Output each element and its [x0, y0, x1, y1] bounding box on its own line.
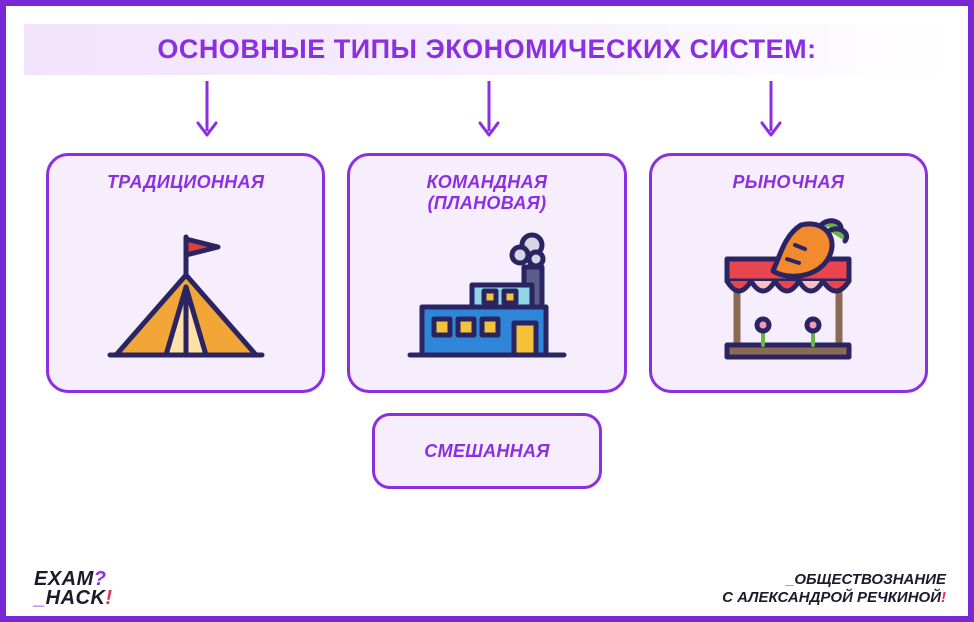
card-title-command: КОМАНДНАЯ (ПЛАНОВАЯ): [427, 172, 548, 213]
arrows-row: [46, 75, 928, 145]
card-traditional: ТРАДИЦИОННАЯ: [46, 153, 325, 393]
attrib-line1: ОБЩЕСТВОЗНАНИЕ: [794, 571, 946, 588]
logo-line2-text: HACK: [46, 587, 106, 609]
title-banner: ОСНОВНЫЕ ТИПЫ ЭКОНОМИЧЕСКИХ СИСТЕМ:: [24, 24, 950, 75]
logo-exclam: !: [105, 587, 112, 609]
factory-icon: [402, 227, 572, 372]
tent-icon: [106, 227, 266, 372]
slide-title: ОСНОВНЫЕ ТИПЫ ЭКОНОМИЧЕСКИХ СИСТЕМ:: [32, 34, 942, 65]
arrow-down-1: [192, 77, 222, 147]
card-title-market: РЫНОЧНАЯ: [732, 172, 844, 193]
attrib-line2: С АЛЕКСАНДРОЙ РЕЧКИНОЙ: [722, 589, 941, 606]
cards-row: ТРАДИЦИОННАЯ: [46, 153, 928, 393]
attrib-exclam: !: [941, 589, 946, 606]
market-stall-icon: [703, 217, 873, 372]
footer: EXAM? _HACK! _ОБЩЕСТВОЗНАНИЕ С АЛЕКСАНДР…: [6, 558, 968, 616]
card-command: КОМАНДНАЯ (ПЛАНОВАЯ): [347, 153, 626, 393]
logo-examhack: EXAM? _HACK!: [34, 570, 113, 608]
card-title-traditional: ТРАДИЦИОННАЯ: [107, 172, 264, 193]
arrow-down-2: [474, 77, 504, 147]
slide-frame: ОСНОВНЫЕ ТИПЫ ЭКОНОМИЧЕСКИХ СИСТЕМ: ТРАД…: [0, 0, 974, 622]
arrow-down-3: [756, 77, 786, 147]
card-market: РЫНОЧНАЯ: [649, 153, 928, 393]
card-mixed: СМЕШАННАЯ: [372, 413, 602, 489]
card-title-mixed: СМЕШАННАЯ: [424, 441, 549, 462]
logo-underscore: _: [34, 587, 46, 609]
attribution: _ОБЩЕСТВОЗНАНИЕ С АЛЕКСАНДРОЙ РЕЧКИНОЙ!: [722, 571, 946, 609]
